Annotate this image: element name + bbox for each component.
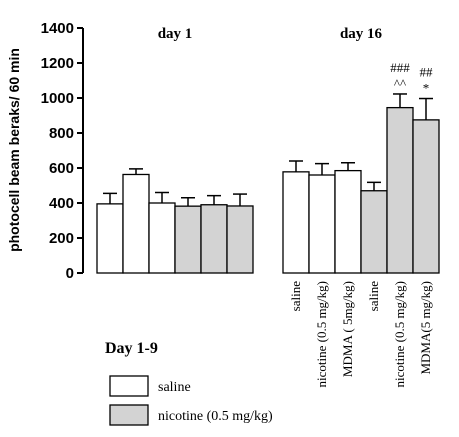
- bar: [412, 119, 440, 274]
- group-label: day 16: [340, 26, 383, 42]
- y-axis-label: photocell beam beraks/ 60 min: [6, 48, 22, 252]
- y-tick-label: 0: [66, 265, 74, 282]
- legend-label: saline: [158, 380, 191, 395]
- y-tick-label: 1000: [41, 90, 74, 107]
- bar: [122, 173, 150, 274]
- significance-marker: ###: [390, 60, 410, 75]
- significance-marker: *: [423, 81, 430, 96]
- bar: [148, 202, 176, 274]
- legend: Day 1-9 saline nicotine (0.5 mg/kg): [105, 340, 273, 426]
- significance-marker: ^^: [394, 76, 406, 91]
- bar: [96, 203, 124, 274]
- y-tick-label: 200: [49, 230, 74, 247]
- category-label: MDMA(5 mg/kg): [418, 281, 433, 375]
- y-tick-label: 1400: [41, 20, 74, 37]
- bars: [96, 93, 440, 274]
- legend-label: nicotine (0.5 mg/kg): [158, 409, 273, 424]
- significance-marker: ##: [420, 65, 434, 80]
- labels: day 1 saline nicotine (0.5 mg/kg) MDMA ( 5m…: [158, 26, 433, 388]
- bar: [282, 171, 310, 274]
- bar: [200, 204, 228, 274]
- bar: [226, 205, 254, 274]
- y-tick-label: 1200: [41, 55, 74, 72]
- bar: [360, 190, 388, 274]
- bar: [174, 205, 202, 274]
- category-label: saline: [366, 281, 381, 312]
- legend-swatch: [109, 375, 149, 397]
- legend-swatch: [109, 404, 149, 426]
- category-label: nicotine (0.5 mg/kg): [314, 281, 329, 388]
- bar: [334, 169, 362, 274]
- axes: 0 200 400 600 800 1000 1200 1400: [41, 20, 84, 282]
- bar: [308, 174, 336, 274]
- group-label: day 1: [158, 26, 193, 42]
- bar: [386, 106, 414, 274]
- category-label: MDMA ( 5mg/kg): [340, 281, 355, 377]
- category-label: saline: [288, 281, 303, 312]
- y-tick-label: 400: [49, 195, 74, 212]
- category-label: nicotine (0.5 mg/kg): [392, 281, 407, 388]
- legend-title: Day 1-9: [105, 340, 158, 357]
- y-tick-label: 800: [49, 125, 74, 142]
- y-tick-label: 600: [49, 160, 74, 177]
